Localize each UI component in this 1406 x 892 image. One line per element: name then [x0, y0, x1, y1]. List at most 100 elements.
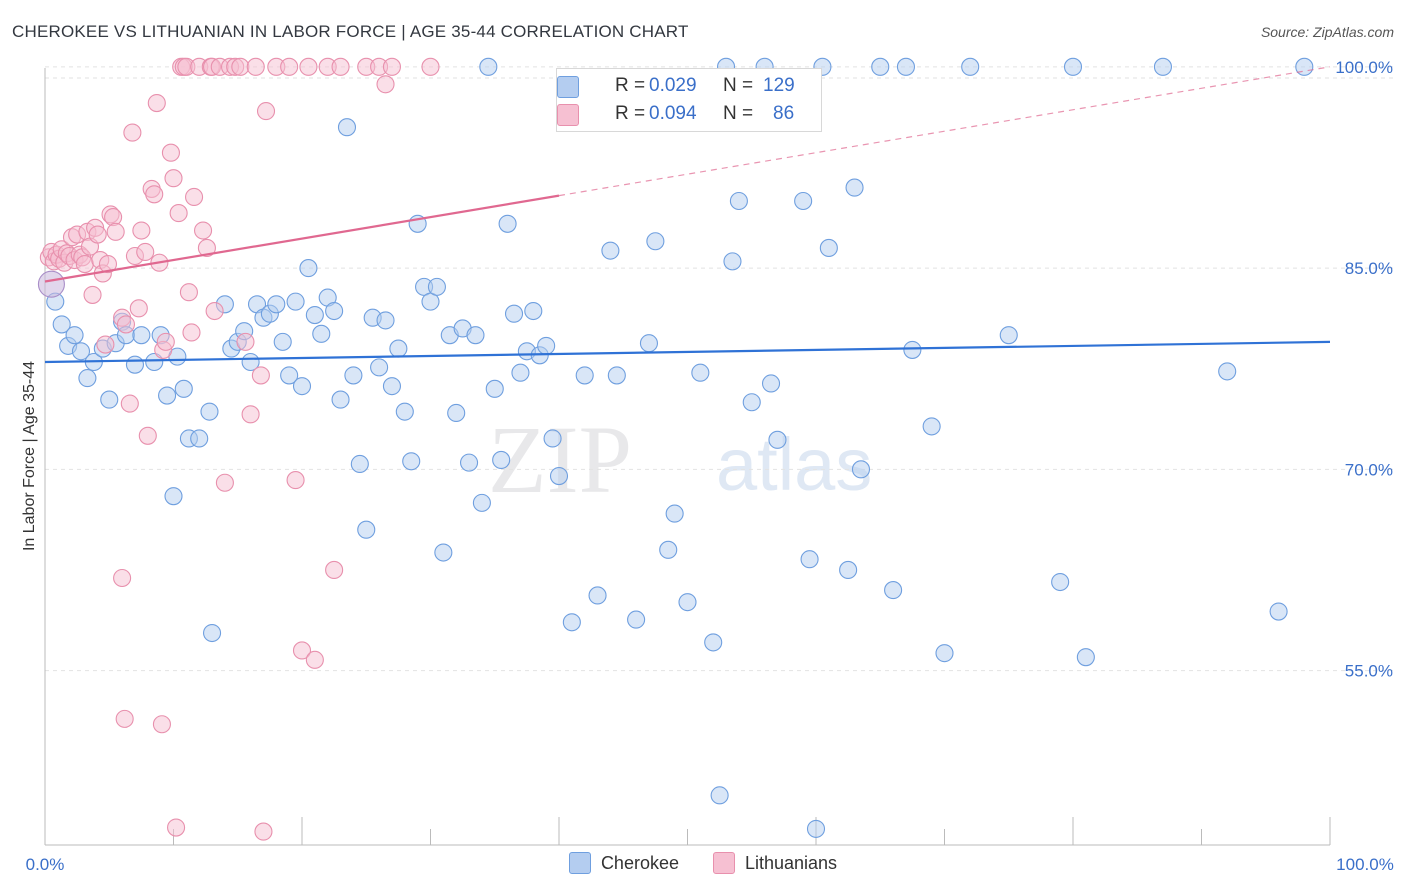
cherokee-point	[935, 644, 954, 663]
legend-swatch-lithuanians	[712, 852, 735, 874]
cherokee-point	[357, 520, 376, 539]
cherokee-point	[344, 366, 363, 385]
lithuanian-point	[185, 187, 204, 207]
cherokee-point	[1153, 57, 1172, 76]
cherokee-point	[678, 593, 697, 612]
cherokee-point	[845, 178, 864, 197]
cherokee-point	[896, 57, 916, 76]
cherokee-point	[402, 452, 421, 471]
cherokee-point	[466, 326, 485, 345]
lithuanian-point	[292, 641, 312, 660]
cherokee-point	[427, 277, 446, 296]
cherokee-point	[71, 342, 91, 361]
cherokee-point	[132, 326, 151, 345]
cherokee-point	[524, 301, 543, 321]
cherokee-point	[52, 315, 71, 334]
cherokee-point	[164, 487, 183, 506]
stats-n-value: 86	[773, 103, 795, 124]
cherokee-point	[395, 402, 414, 421]
lithuanian-point	[147, 94, 166, 113]
lithuanian-point	[169, 204, 188, 223]
stats-r-label: R =	[615, 75, 646, 96]
cherokee-point	[729, 191, 748, 211]
lithuanian-point	[104, 208, 123, 227]
cherokee-trend-line	[44, 340, 1331, 364]
cherokee-point	[1218, 362, 1237, 381]
lithuanian-point	[376, 75, 395, 94]
lithuanian-point	[98, 255, 118, 274]
cherokee-point	[839, 560, 858, 580]
lithuanian-point	[156, 332, 175, 351]
cherokee-point	[292, 377, 312, 396]
lithuanian-point	[120, 394, 139, 413]
stats-r-label: R =	[615, 103, 646, 124]
cherokee-point	[145, 352, 164, 372]
cherokee-point	[267, 295, 286, 314]
cherokee-point	[601, 241, 620, 260]
lithuanian-point	[325, 560, 344, 580]
cherokee-point	[549, 466, 569, 486]
lithuanian-point	[194, 221, 213, 240]
cherokee-point	[479, 57, 498, 76]
cherokee-point	[607, 366, 626, 385]
cherokee-point	[125, 355, 144, 374]
cherokee-point	[447, 403, 466, 423]
legend-item-cherokee[interactable]: Cherokee	[568, 852, 679, 874]
lithuanian-point	[161, 143, 180, 162]
cherokee-point	[337, 118, 357, 137]
cherokee-point	[203, 623, 222, 643]
stats-r-value: 0.094	[649, 103, 697, 124]
cherokee-point	[498, 214, 517, 233]
cherokee-point	[1269, 602, 1288, 621]
cherokee-point	[504, 304, 524, 323]
lithuanian-point	[280, 57, 299, 76]
cherokee-point	[794, 191, 813, 211]
legend-item-lithuanians[interactable]: Lithuanians	[712, 852, 838, 874]
cherokee-point	[1063, 57, 1083, 76]
cherokee-point	[459, 453, 479, 472]
cherokee-point	[543, 429, 562, 448]
cherokee-point	[174, 379, 193, 398]
cherokee-point	[305, 305, 324, 325]
cherokee-point	[280, 366, 299, 385]
cherokee-point	[350, 454, 369, 474]
cherokee-point	[723, 252, 742, 271]
cherokee-point	[472, 493, 491, 512]
lithuanian-point	[241, 405, 260, 424]
legend-label-lithuanians: Lithuanians	[744, 852, 838, 873]
cherokee-point	[922, 417, 941, 436]
x-tick-label: 100.0%	[1336, 855, 1394, 874]
legend-label-cherokee: Cherokee	[600, 852, 679, 873]
cherokee-point	[1076, 648, 1095, 667]
lithuanian-point	[197, 238, 216, 258]
lithuanian-point	[152, 715, 171, 734]
lithuanian-point	[88, 225, 107, 244]
cherokee-point	[851, 460, 871, 479]
y-tick-label: 70.0%	[1345, 460, 1393, 479]
cherokee-point	[273, 332, 292, 351]
cherokee-point	[800, 550, 819, 569]
cherokee-point	[389, 339, 408, 358]
lithuanian-trend-line	[44, 194, 560, 283]
cherokee-point	[312, 324, 331, 343]
chart-title: CHEROKEE VS LITHUANIAN IN LABOR FORCE | …	[12, 22, 689, 41]
legend-swatch-cherokee	[568, 852, 591, 874]
lithuanian-point	[246, 57, 265, 76]
source-label: Source: ZipAtlas.com	[1260, 24, 1394, 40]
cherokee-point	[1051, 572, 1070, 592]
lithuanian-point	[236, 332, 255, 351]
lithuanian-point	[254, 822, 273, 841]
cherokee-point	[325, 301, 344, 321]
cherokee-point	[190, 429, 209, 448]
lithuanian-point	[382, 57, 402, 76]
cherokee-point	[382, 377, 402, 396]
cherokee-point	[299, 259, 318, 278]
stats-n-label: N =	[723, 103, 754, 124]
lithuanian-point	[421, 57, 440, 76]
cherokee-point	[999, 326, 1018, 345]
y-tick-label: 55.0%	[1345, 662, 1393, 681]
series-legend: Cherokee Lithuanians	[0, 852, 1406, 874]
lithuanian-point	[123, 123, 142, 142]
cherokee-point	[492, 450, 511, 469]
